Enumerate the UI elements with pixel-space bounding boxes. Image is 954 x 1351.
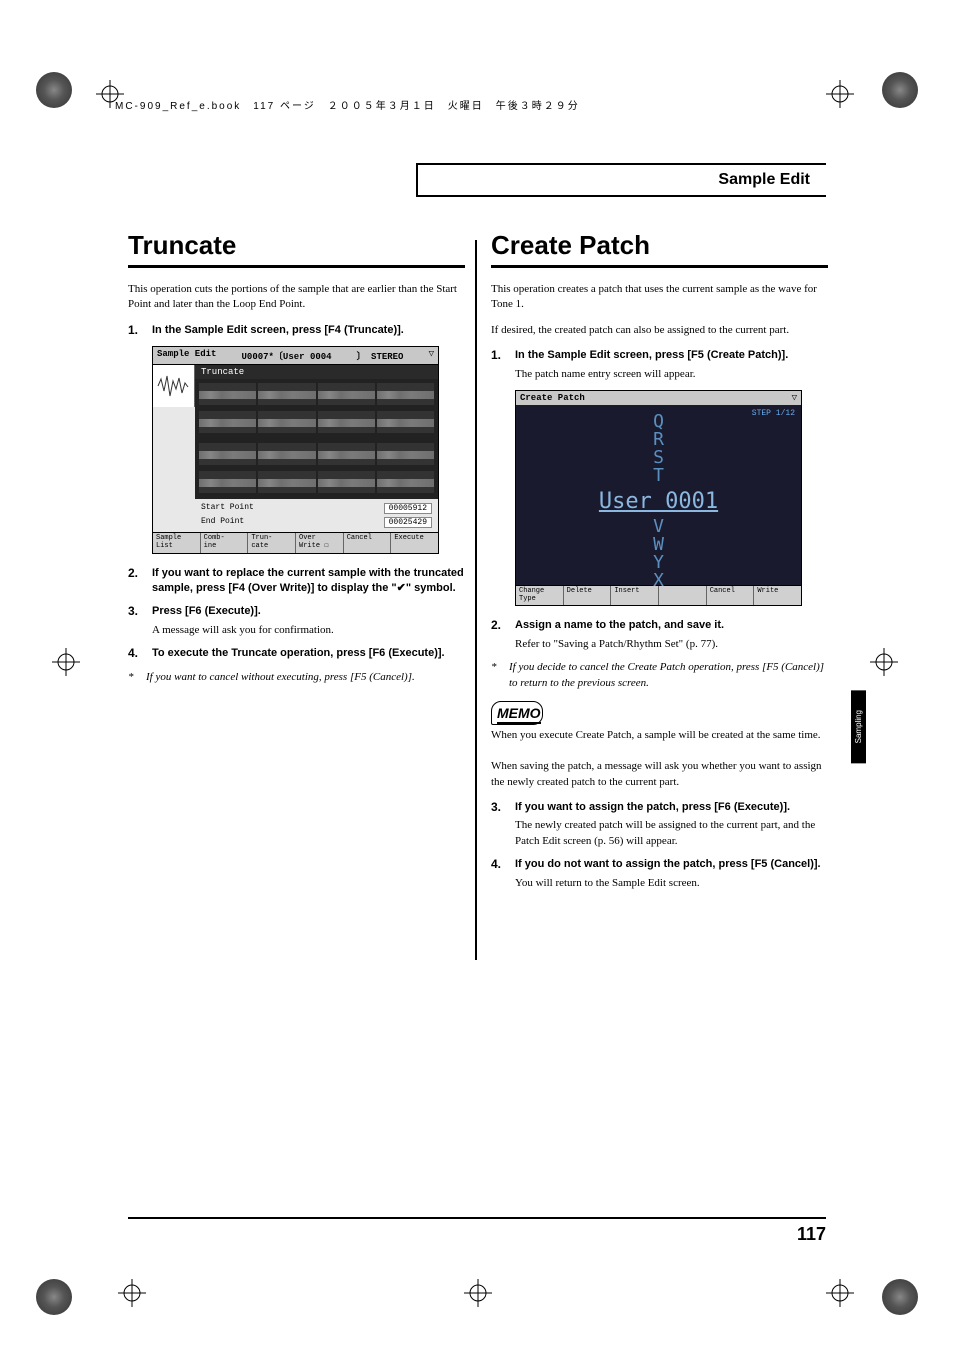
fkey-blank — [659, 586, 707, 605]
step-description: You will return to the Sample Edit scree… — [515, 876, 828, 891]
truncate-heading: Truncate — [128, 230, 465, 261]
step-instruction: If you want to assign the patch, press [… — [515, 800, 828, 815]
ss-title-mid: U0007*〔User 0004 — [242, 349, 332, 362]
crosshair-icon — [52, 648, 80, 676]
ss-title: Sample Edit — [157, 349, 216, 362]
truncate-intro: This operation cuts the portions of the … — [128, 282, 465, 313]
memo-text-1: When you execute Create Patch, a sample … — [491, 728, 828, 743]
step-instruction: Assign a name to the patch, and save it. — [515, 618, 828, 633]
step-instruction: In the Sample Edit screen, press [F5 (Cr… — [515, 348, 828, 363]
dropdown-icon: ▽ — [429, 349, 434, 362]
left-column: Truncate This operation cuts the portion… — [128, 230, 465, 899]
fkey-cancel: Cancel — [344, 533, 392, 552]
memo-icon: MEMO — [497, 705, 541, 724]
fkey-sample-list: Sample List — [153, 533, 201, 552]
step-2: 2. Assign a name to the patch, and save … — [491, 618, 828, 652]
dropdown-icon: ▽ — [792, 393, 797, 403]
end-point-label: End Point — [201, 517, 244, 528]
ss-title-right: 〕 STEREO — [357, 349, 404, 362]
heading-rule — [491, 265, 828, 268]
fkey-execute: Execute — [391, 533, 438, 552]
step-description: A message will ask you for confirmation. — [152, 623, 465, 638]
memo-text-2: When saving the patch, a message will as… — [491, 759, 828, 790]
step-number: 4. — [491, 857, 505, 891]
reg-circle-tr — [882, 72, 918, 108]
page-number: 117 — [797, 1224, 826, 1245]
crosshair-icon — [464, 1279, 492, 1307]
waveform-upper: ⇤⇥ ◣ — [195, 379, 438, 439]
create-patch-intro1: This operation creates a patch that uses… — [491, 282, 828, 313]
start-point-label: Start Point — [201, 503, 254, 514]
fkey-change-type: Change Type — [516, 586, 564, 605]
waveform-thumb-icon — [153, 365, 195, 407]
create-patch-heading: Create Patch — [491, 230, 828, 261]
reg-circle-br — [882, 1279, 918, 1315]
fkey-combine: Comb- ine — [201, 533, 249, 552]
waveform-lower: ⇤⇥ ◥ — [195, 439, 438, 499]
heading-rule — [128, 265, 465, 268]
section-header: Sample Edit — [416, 163, 826, 197]
step-instruction: If you want to replace the current sampl… — [152, 566, 465, 597]
step-instruction: In the Sample Edit screen, press [F4 (Tr… — [152, 323, 465, 338]
step-description: The patch name entry screen will appear. — [515, 367, 828, 382]
footer-rule — [128, 1217, 826, 1219]
crosshair-icon — [826, 80, 854, 108]
step-1: 1. In the Sample Edit screen, press [F4 … — [128, 323, 465, 338]
step-4: 4. If you do not want to assign the patc… — [491, 857, 828, 891]
patch-name-input: User 0001 — [599, 489, 718, 514]
step-3: 3. Press [F6 (Execute)]. A message will … — [128, 604, 465, 638]
step-number: 3. — [491, 800, 505, 849]
fkey-cancel: Cancel — [707, 586, 755, 605]
reg-circle-bl — [36, 1279, 72, 1315]
crosshair-icon — [118, 1279, 146, 1307]
create-patch-screenshot: Create Patch ▽ STEP 1/12 Q R S T User 00… — [515, 390, 802, 606]
ss-subtitle: Truncate — [195, 365, 438, 379]
step-instruction: To execute the Truncate operation, press… — [152, 646, 465, 661]
fkey-delete: Delete — [564, 586, 612, 605]
fkey-overwrite: Over Write ☐ — [296, 533, 344, 552]
step-description: Refer to "Saving a Patch/Rhythm Set" (p.… — [515, 637, 828, 652]
step-2: 2. If you want to replace the current sa… — [128, 566, 465, 597]
step-3: 3. If you want to assign the patch, pres… — [491, 800, 828, 849]
step-4: 4. To execute the Truncate operation, pr… — [128, 646, 465, 661]
ss2-title: Create Patch — [520, 393, 585, 403]
start-point-value: 00005912 — [384, 503, 432, 514]
step-1: 1. In the Sample Edit screen, press [F5 … — [491, 348, 828, 382]
step-number: 2. — [128, 566, 142, 597]
fkey-truncate: Trun- cate — [248, 533, 296, 552]
book-header-info: MC-909_Ref_e.book 117 ページ ２００５年３月１日 火曜日 … — [115, 97, 580, 112]
truncate-screenshot: Sample Edit U0007*〔User 0004 〕 STEREO ▽ … — [152, 346, 439, 553]
step-instruction: If you do not want to assign the patch, … — [515, 857, 828, 872]
create-patch-intro2: If desired, the created patch can also b… — [491, 323, 828, 338]
fkey-insert: Insert — [611, 586, 659, 605]
char-option: T — [653, 467, 664, 485]
side-tab-sampling: Sampling — [851, 690, 866, 763]
step-number: 1. — [128, 323, 142, 338]
crosshair-icon — [826, 1279, 854, 1307]
cancel-note: * If you decide to cancel the Create Pat… — [491, 660, 828, 691]
step-description: The newly created patch will be assigned… — [515, 818, 828, 849]
fkey-write: Write — [754, 586, 801, 605]
cancel-note: * If you want to cancel without executin… — [128, 670, 465, 685]
step-number: 4. — [128, 646, 142, 661]
step-number: 3. — [128, 604, 142, 638]
end-point-value: 00025429 — [384, 517, 432, 528]
note-text: If you decide to cancel the Create Patch… — [509, 660, 828, 691]
column-divider — [475, 240, 477, 960]
char-option: X — [653, 572, 664, 590]
step-indicator: STEP 1/12 — [752, 409, 795, 418]
step-number: 2. — [491, 618, 505, 652]
reg-circle-tl — [36, 72, 72, 108]
right-column: Create Patch This operation creates a pa… — [491, 230, 828, 899]
crosshair-icon — [870, 648, 898, 676]
step-number: 1. — [491, 348, 505, 382]
note-text: If you want to cancel without executing,… — [146, 670, 415, 685]
step-instruction: Press [F6 (Execute)]. — [152, 604, 465, 619]
